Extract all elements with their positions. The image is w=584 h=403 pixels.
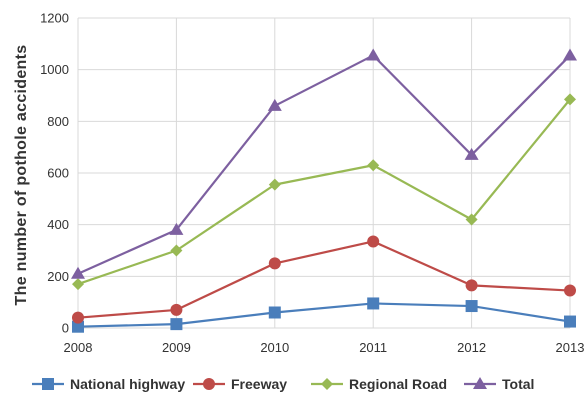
data-point-total [71,266,85,279]
data-point-freeway [268,257,281,270]
data-point-regional-road [367,159,380,172]
y-tick-label: 200 [47,269,69,284]
data-point-freeway [465,279,478,292]
series-markers [71,48,577,333]
data-point-freeway [367,235,380,248]
y-tick-label: 600 [47,166,69,181]
data-point-total [169,222,184,235]
x-tick-label: 2011 [359,340,387,355]
data-point-national-highway [170,318,183,331]
x-tick-label: 2008 [64,340,93,355]
legend-marker [473,377,487,389]
data-point-national-highway [367,297,380,310]
legend-item-regional-road: Regional Road [311,376,447,392]
y-axis-title: The number of pothole accidents [13,45,30,306]
data-point-total [366,48,381,61]
legend-marker [321,378,333,390]
legend-item-freeway: Freeway [193,376,287,392]
legend-item-total: Total [464,376,534,392]
y-tick-label: 800 [47,114,69,129]
data-point-total [563,48,577,61]
data-point-national-highway [564,315,576,328]
data-point-regional-road [72,278,84,291]
data-point-freeway [72,311,84,324]
data-point-regional-road [268,178,281,191]
legend-label: National highway [70,376,185,392]
y-tick-label: 400 [47,217,69,232]
series-line-freeway [77,240,571,319]
data-point-freeway [564,284,576,297]
series-line-regional-road [77,98,571,286]
y-tick-label: 0 [62,321,69,336]
legend-marker [203,378,215,390]
data-point-total [267,98,282,111]
data-point-national-highway [72,320,84,333]
series-lines [77,54,571,328]
series-line-national-highway [77,302,571,328]
data-point-total [464,147,479,160]
y-tick-label: 1200 [40,11,69,26]
legend-marker [42,378,54,390]
x-tick-label: 2010 [260,340,289,355]
legend-label: Total [502,376,534,392]
data-point-freeway [170,303,183,316]
grid [77,17,571,329]
data-point-national-highway [268,306,281,319]
series-line-total [77,54,571,275]
legend: National highway Freeway Regional Road Tota… [32,376,534,392]
y-tick-label: 1000 [40,62,69,77]
y-axis-ticks: 0 200 400 600 800 1000 1200 [40,11,69,336]
x-axis-ticks: 2008 2009 2010 2011 2012 2013 [64,340,584,355]
data-point-regional-road [564,93,576,106]
legend-item-national-highway: National highway [32,376,185,392]
x-tick-label: 2009 [162,340,191,355]
data-point-regional-road [465,213,478,226]
legend-label: Freeway [231,376,287,392]
legend-label: Regional Road [349,376,447,392]
data-point-regional-road [170,244,183,257]
x-tick-label: 2013 [556,340,584,355]
data-point-national-highway [465,300,478,313]
x-tick-label: 2012 [457,340,486,355]
